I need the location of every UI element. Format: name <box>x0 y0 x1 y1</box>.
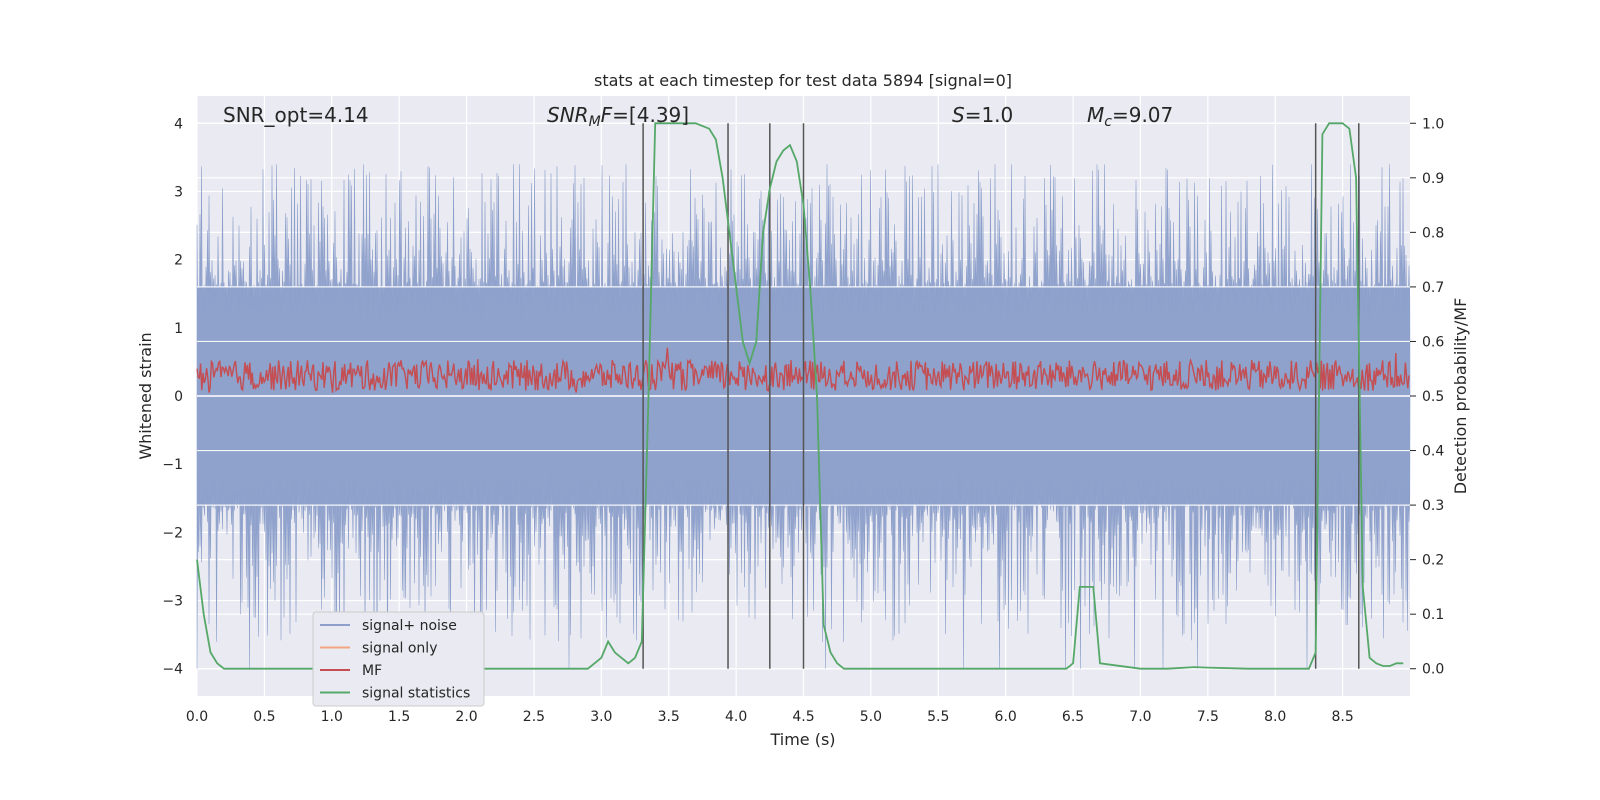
right-y-tick-label: 1.0 <box>1422 116 1444 132</box>
annotation-s: S=1.0 <box>952 103 1013 127</box>
x-tick-label: 2.0 <box>455 709 477 725</box>
right-y-axis-label: Detection probability/MF <box>1451 298 1470 495</box>
right-y-tick-label: 0.1 <box>1422 607 1444 623</box>
annotation-s-symbol: S <box>952 103 965 127</box>
annotation-mc-value: =9.07 <box>1112 103 1173 127</box>
left-y-tick-label: −3 <box>162 594 183 610</box>
annotation-snr-mf-f: F <box>601 103 613 127</box>
left-y-tick-label: −2 <box>162 525 183 541</box>
annotation-snr-mf-main: SNR <box>547 103 589 127</box>
legend: signal+ noise signal only MF signal statist… <box>312 611 485 707</box>
x-tick-label: 1.0 <box>321 709 343 725</box>
legend-box <box>312 611 485 707</box>
right-y-tick-label: 0.3 <box>1422 498 1444 514</box>
x-tick-label: 4.5 <box>792 709 814 725</box>
x-tick-label: 0.5 <box>253 709 275 725</box>
left-y-tick-label: −4 <box>162 662 183 678</box>
x-tick-label: 6.5 <box>1062 709 1084 725</box>
x-tick-label: 7.5 <box>1197 709 1219 725</box>
x-tick-label: 5.5 <box>927 709 949 725</box>
right-y-tick-label: 0.4 <box>1422 444 1444 460</box>
legend-label: signal only <box>362 641 437 657</box>
annotation-snr-opt: SNR_opt=4.14 <box>223 103 369 127</box>
annotation-mc-sub: c <box>1104 114 1112 130</box>
x-tick-label: 7.0 <box>1129 709 1151 725</box>
annotation-snr-mf-sub: M <box>589 114 601 130</box>
right-y-axis-ticks: 0.0 0.1 0.2 0.3 0.4 0.5 0.6 0.7 0.8 0.9 1.0 <box>1410 116 1444 678</box>
annotation-mc: Mc=9.07 <box>1087 103 1173 130</box>
right-y-tick-label: 0.7 <box>1422 280 1444 296</box>
x-tick-label: 5.0 <box>860 709 882 725</box>
right-y-tick-label: 0.5 <box>1422 389 1444 405</box>
x-tick-label: 8.0 <box>1264 709 1286 725</box>
x-tick-label: 6.0 <box>995 709 1017 725</box>
right-y-tick-label: 0.8 <box>1422 225 1444 241</box>
right-y-tick-label: 0.6 <box>1422 334 1444 350</box>
right-y-tick-label: 0.9 <box>1422 171 1444 187</box>
annotation-snr-mf: SNRMF=[4.39] <box>547 103 689 130</box>
right-y-tick-label: 0.2 <box>1422 553 1444 569</box>
left-y-tick-label: 0 <box>174 389 183 405</box>
left-y-tick-label: 1 <box>174 321 183 337</box>
annotation-mc-symbol: M <box>1087 103 1104 127</box>
x-tick-label: 4.0 <box>725 709 747 725</box>
right-y-tick-label: 0.0 <box>1422 662 1444 678</box>
legend-label: signal statistics <box>362 686 470 702</box>
left-y-tick-label: −1 <box>162 457 183 473</box>
legend-label: signal+ noise <box>362 618 457 634</box>
left-y-tick-label: 4 <box>174 116 183 132</box>
signal-statistics-series <box>196 122 1404 670</box>
x-tick-label: 2.5 <box>523 709 545 725</box>
signal-statistics-line <box>196 122 1404 670</box>
x-tick-label: 3.5 <box>658 709 680 725</box>
annotation-s-value: =1.0 <box>965 103 1014 127</box>
x-tick-label: 0.0 <box>186 709 208 725</box>
x-tick-label: 1.5 <box>388 709 410 725</box>
annotation-snr-mf-value: =[4.39] <box>612 103 689 127</box>
x-tick-label: 3.0 <box>590 709 612 725</box>
x-tick-label: 8.5 <box>1331 709 1353 725</box>
x-axis-label: Time (s) <box>769 730 835 749</box>
legend-label: MF <box>362 663 382 679</box>
left-y-tick-label: 3 <box>174 184 183 200</box>
chart-title: stats at each timestep for test data 589… <box>594 71 1012 90</box>
left-y-axis-label: Whitened strain <box>136 332 155 459</box>
left-y-axis-ticks: −4 −3 −2 −1 0 1 2 3 4 <box>162 116 183 677</box>
x-axis-ticks: 0.0 0.5 1.0 1.5 2.0 2.5 3.0 3.5 4.0 4.5 5.0 5.5 6.0 6… <box>186 709 1354 725</box>
left-y-tick-label: 2 <box>174 253 183 269</box>
